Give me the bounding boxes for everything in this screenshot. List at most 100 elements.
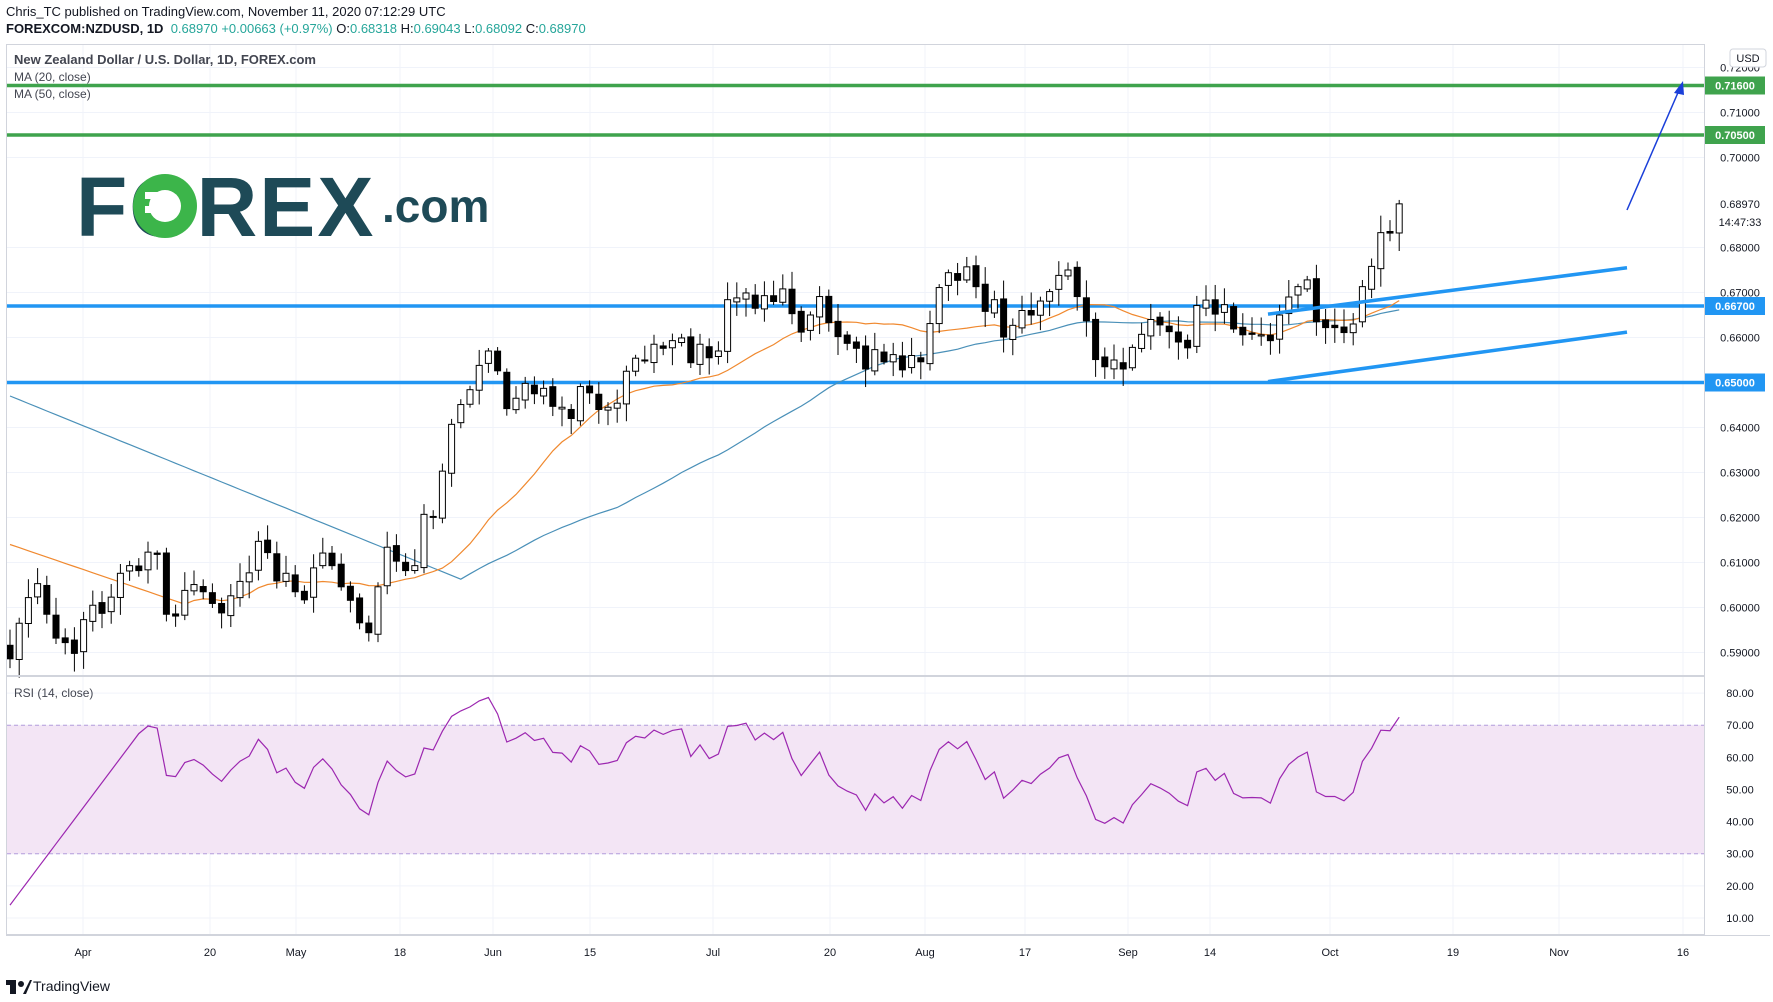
candle-body [356,597,364,624]
candle-body [1027,310,1035,316]
level-badge-0.66700 [1705,297,1765,315]
candle-body [1294,286,1302,296]
candle-body [448,423,456,474]
candle-body [1000,298,1008,338]
time-tick-label: Apr [74,947,91,959]
candle-body [1248,332,1256,335]
candle-body [52,614,60,639]
candle-body [245,572,253,583]
candle-body [1285,296,1293,315]
logo-o-bar2 [145,206,161,213]
candle-body [521,382,529,401]
candle-body [199,586,207,593]
candle-body [70,639,78,654]
candle-body [438,470,446,519]
candle-body [788,288,796,315]
candle-body [724,299,732,352]
candle-body [1184,339,1192,349]
candle-body [650,343,658,364]
candle-body [954,273,962,281]
candle-body [494,350,502,372]
candle-body [89,604,97,622]
candle-body [98,602,106,614]
candle-body [328,552,336,567]
candle-body [484,350,492,364]
candle-body [990,299,998,314]
levels-layer: 0.71600 0.70500 0.66700 0.65000 [7,76,1765,392]
candle-body [429,515,437,518]
low-label: L: [464,21,476,36]
candle-body [1349,323,1357,334]
candle-body [208,592,216,604]
candle-body [558,406,566,410]
candle-body [613,402,621,409]
candle-body [852,341,860,349]
candle-body [530,384,538,395]
candle-body [935,287,943,325]
candle-body [273,553,281,582]
candle-body [264,539,272,554]
candle-body [466,389,474,405]
candle-body [1046,291,1054,302]
candle-body [1276,314,1284,340]
candle-body [908,355,916,369]
candle-body [898,355,906,371]
candle-body [1340,326,1348,334]
candle-body [834,320,842,338]
price-tick-label: 0.64000 [1720,423,1760,435]
candle-body [917,357,925,363]
candle-body [779,288,787,303]
candle-body [392,545,400,562]
candle-body [659,345,667,349]
axis-layer: 0.720000.710000.700000.680000.670000.660… [74,63,1761,960]
candle-body [576,386,584,422]
currency-badge[interactable] [1729,48,1767,68]
candle-body [1312,278,1320,323]
price-tick-label: 0.60000 [1720,603,1760,615]
price-tick-label: 0.66000 [1720,333,1760,345]
candle-body [172,613,180,617]
candle-body [254,540,262,571]
candle-body [61,637,69,644]
last-price: 0.68970 [170,21,218,36]
candle-body [24,597,32,625]
candle-body [1073,266,1081,298]
symbol-label[interactable]: FOREXCOM:NZDUSD, 1D [6,21,164,36]
high-label: H: [400,21,414,36]
candle-body [1165,325,1173,333]
candle-body [402,561,410,572]
candle-body [1358,286,1366,323]
time-tick-label: 16 [1677,947,1689,959]
time-tick-label: 20 [824,947,836,959]
rsi-tick-label: 10.00 [1726,913,1754,925]
time-tick-label: Nov [1549,947,1569,959]
candle-body [337,563,345,588]
candle-body [1055,274,1063,290]
price-pane-border [6,44,1705,676]
candle-body [622,370,630,405]
candle-body [218,602,226,614]
candle-body [291,574,299,593]
time-tick-label: 14 [1204,947,1216,959]
footer: TradingView [0,970,300,1000]
legend-ma50: MA (50, close) [14,87,91,101]
open-label: O: [336,21,350,36]
candle-body [116,572,124,598]
candle-body [1009,324,1017,340]
rsi-tick-label: 30.00 [1726,849,1754,861]
rsi-pane-border [6,676,1705,935]
time-tick-label: 17 [1019,947,1031,959]
time-tick-label: May [286,947,307,959]
candle-body [1110,359,1118,370]
candle-body [319,552,327,567]
countdown-label: 14:47:33 [1719,217,1762,229]
current-price-label: 0.68970 [1720,199,1760,211]
candle-body [1331,324,1339,329]
currency-badge-label: USD [1736,53,1759,65]
candle-body [1322,319,1330,329]
candle-body [1303,279,1311,290]
tradingview-brand[interactable]: TradingView [33,978,111,994]
channel-lower-line [1267,330,1628,384]
candle-body [696,343,704,365]
